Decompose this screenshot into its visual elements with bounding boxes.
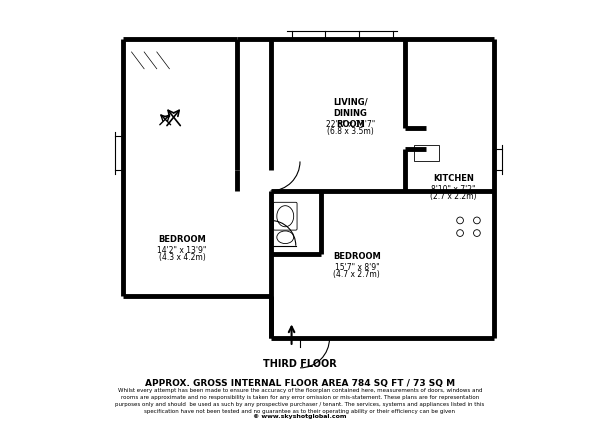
Text: (2.7 x 2.2m): (2.7 x 2.2m) (430, 192, 477, 201)
Text: KITCHEN: KITCHEN (433, 174, 474, 183)
Text: THIRD FLOOR: THIRD FLOOR (263, 359, 337, 368)
Text: (4.7 x 2.7m): (4.7 x 2.7m) (334, 270, 380, 279)
Text: LIVING/
DINING
ROOM: LIVING/ DINING ROOM (333, 98, 368, 128)
Text: BEDROOM: BEDROOM (158, 235, 206, 244)
Bar (414, 145, 439, 162)
Text: 22'5" x 11'7": 22'5" x 11'7" (326, 120, 375, 129)
Text: BEDROOM: BEDROOM (333, 252, 381, 261)
Text: 8'10" x 7'2": 8'10" x 7'2" (431, 185, 476, 194)
Text: (6.8 x 3.5m): (6.8 x 3.5m) (327, 127, 374, 136)
Text: 15'7" x 8'9": 15'7" x 8'9" (335, 263, 379, 272)
Text: Whilst every attempt has been made to ensure the accuracy of the floorplan conta: Whilst every attempt has been made to en… (115, 388, 485, 414)
Text: (4.3 x 4.2m): (4.3 x 4.2m) (158, 253, 205, 262)
Text: 14'2" x 13'9": 14'2" x 13'9" (157, 246, 207, 255)
Text: APPROX. GROSS INTERNAL FLOOR AREA 784 SQ FT / 73 SQ M: APPROX. GROSS INTERNAL FLOOR AREA 784 SQ… (145, 379, 455, 388)
Text: © www.skyshotglobal.com: © www.skyshotglobal.com (253, 414, 347, 419)
